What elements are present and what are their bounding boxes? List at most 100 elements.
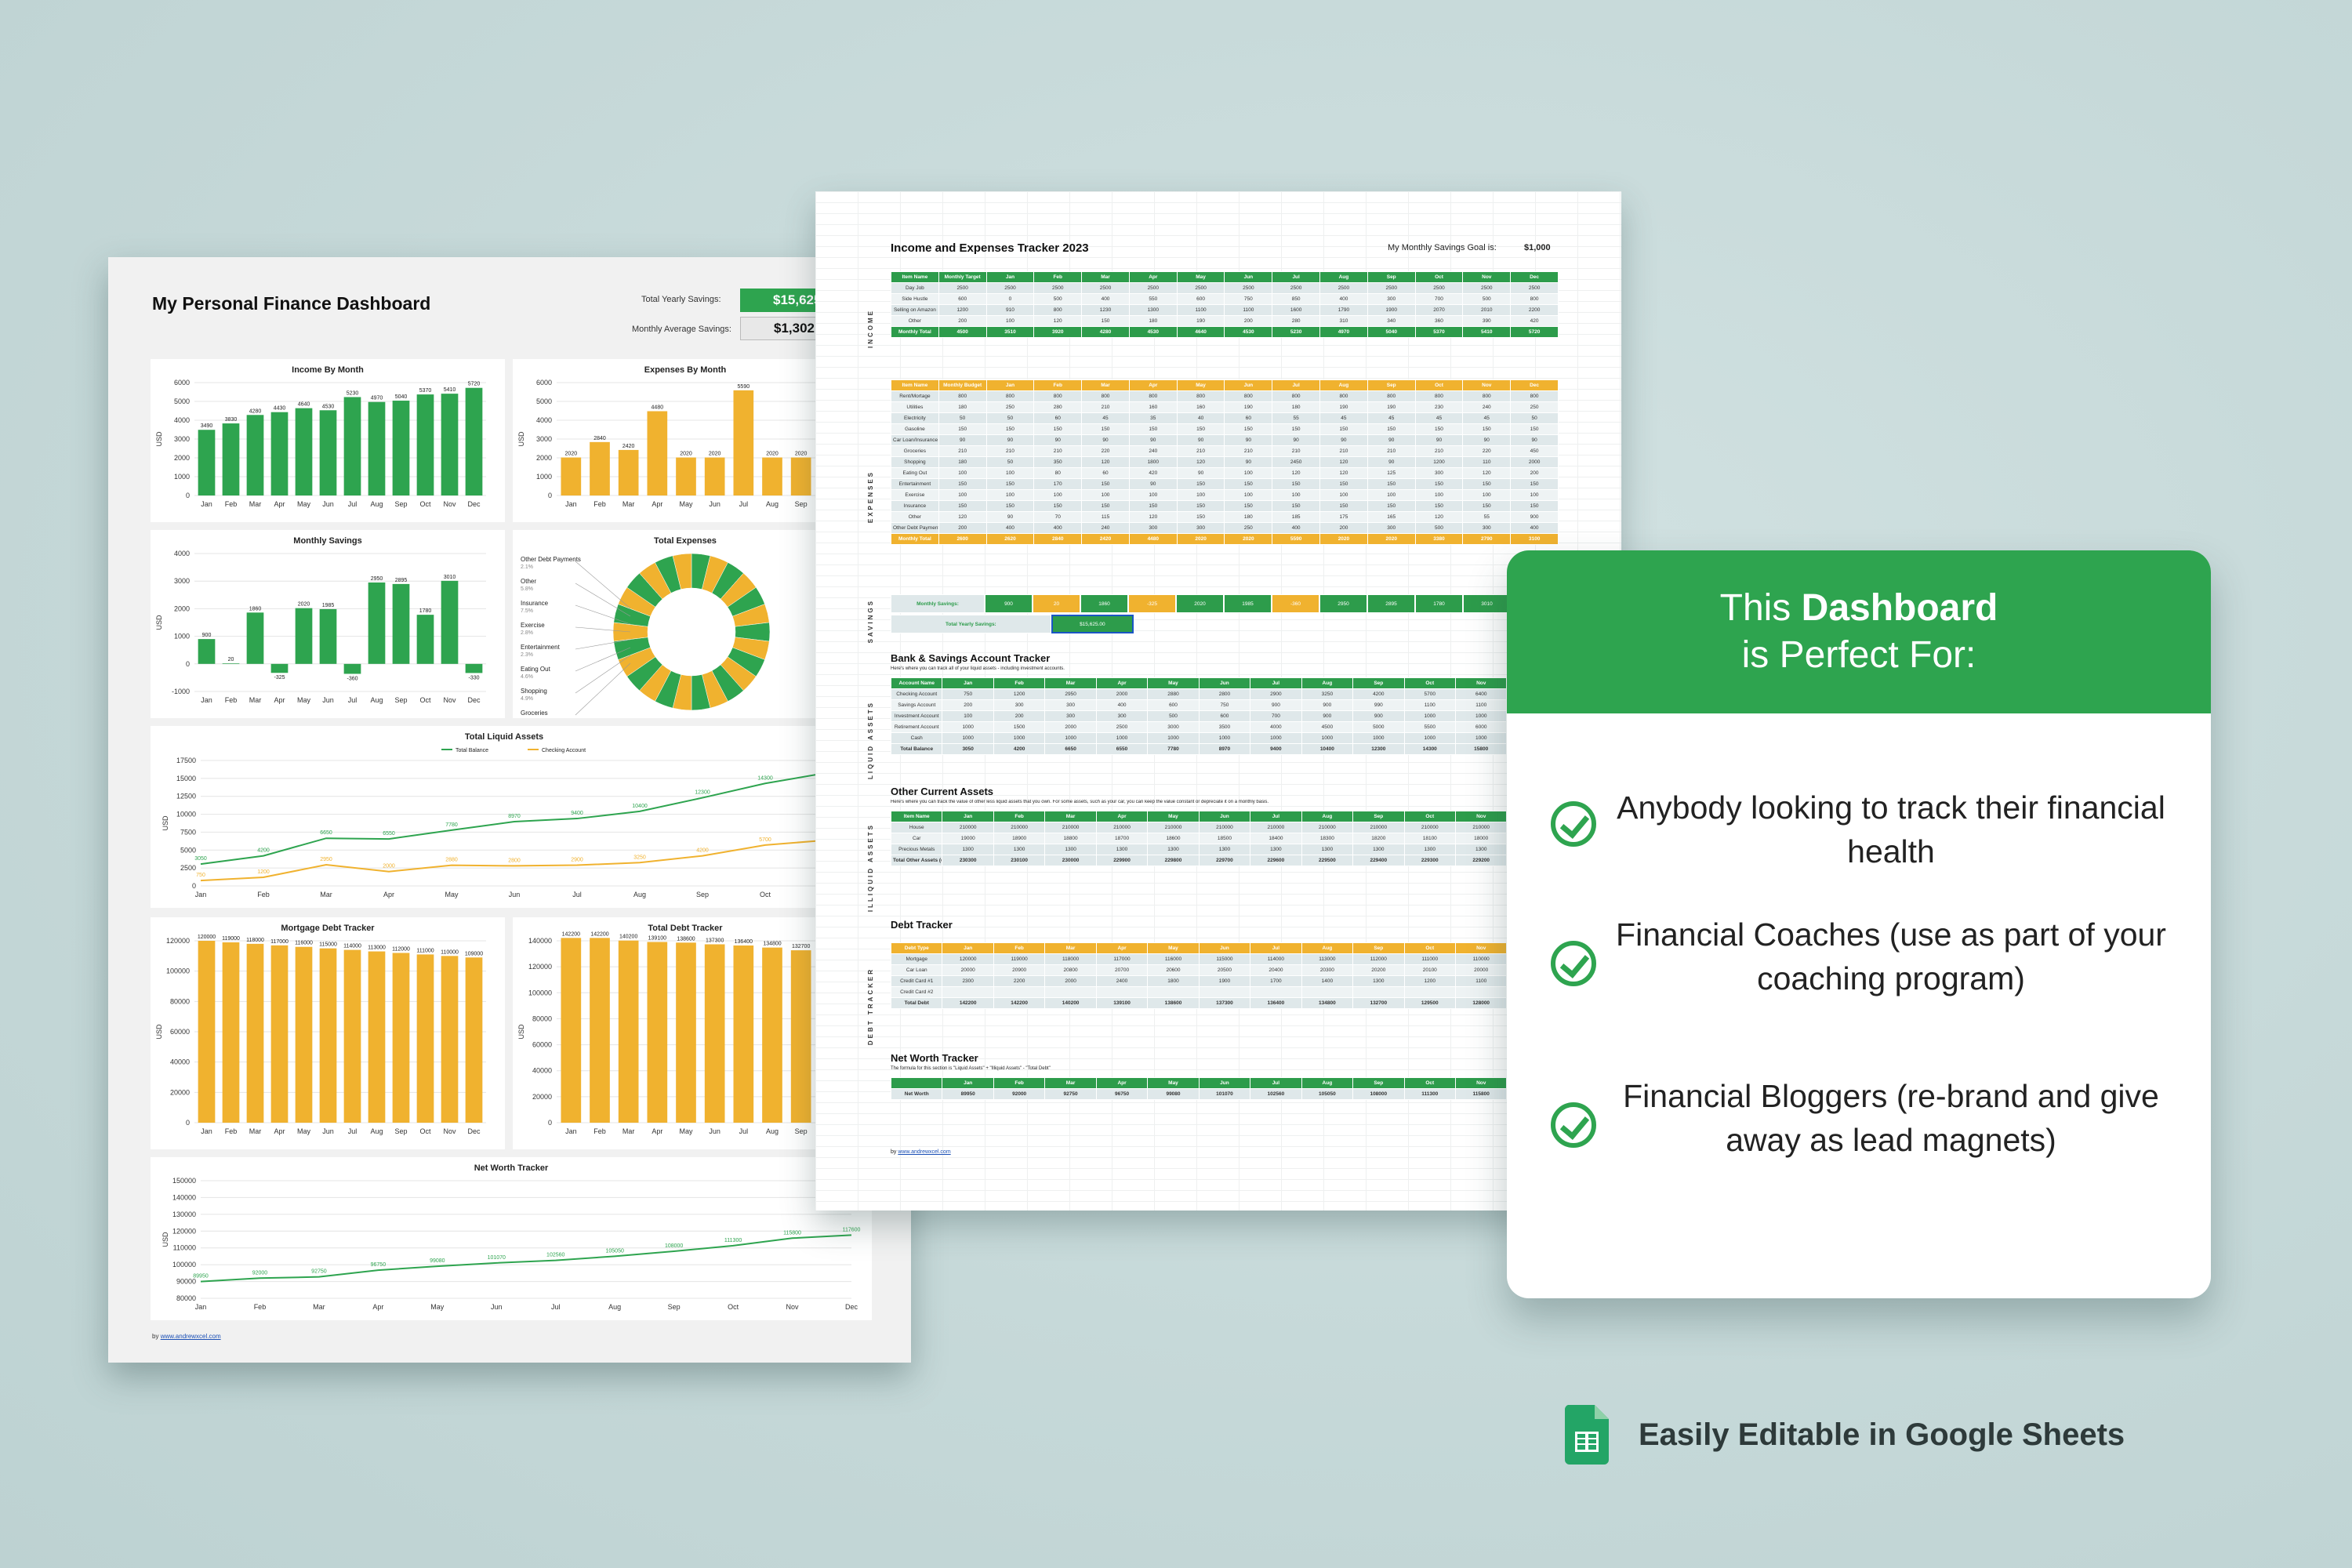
- table-cell[interactable]: Insurance: [891, 500, 939, 512]
- table-cell[interactable]: 2200: [1510, 304, 1559, 316]
- table-cell[interactable]: 100: [985, 315, 1035, 327]
- table-cell[interactable]: 20300: [1301, 964, 1354, 976]
- table-cell[interactable]: 4500: [1301, 721, 1354, 733]
- table-cell[interactable]: 240: [1462, 401, 1512, 413]
- table-cell[interactable]: 120: [1033, 315, 1083, 327]
- table-cell[interactable]: 20600: [1147, 964, 1200, 976]
- table-cell[interactable]: 150: [1414, 423, 1464, 435]
- monthly-savings-cell[interactable]: 2895: [1367, 594, 1415, 613]
- table-cell[interactable]: 900: [1301, 699, 1354, 711]
- table-cell[interactable]: 150: [1176, 478, 1225, 490]
- table-cell[interactable]: Jun: [1198, 677, 1251, 689]
- table-cell[interactable]: 119000: [993, 953, 1046, 965]
- table-cell[interactable]: 150: [1081, 478, 1130, 490]
- table-cell[interactable]: 2300: [942, 975, 994, 987]
- table-cell[interactable]: 210000: [1301, 822, 1354, 833]
- table-cell[interactable]: 750: [942, 688, 994, 700]
- table-cell[interactable]: 210000: [1147, 822, 1200, 833]
- table-cell[interactable]: Nov: [1454, 1077, 1508, 1089]
- table-cell[interactable]: 2500: [1414, 282, 1464, 294]
- table-cell[interactable]: 400: [1033, 522, 1083, 534]
- table-cell[interactable]: Jun: [1224, 379, 1273, 391]
- table-cell[interactable]: 20000: [942, 964, 994, 976]
- table-cell[interactable]: 105050: [1301, 1088, 1354, 1100]
- table-cell[interactable]: 160: [1128, 401, 1178, 413]
- table-cell[interactable]: Monthly Total: [891, 533, 939, 545]
- table-cell[interactable]: Mar: [1081, 379, 1130, 391]
- table-cell[interactable]: 1230: [1081, 304, 1130, 316]
- table-cell[interactable]: 180: [938, 401, 987, 413]
- credit-link[interactable]: www.andrewxcel.com: [160, 1333, 221, 1340]
- table-cell[interactable]: 2600: [938, 533, 987, 545]
- table-cell[interactable]: 400: [1272, 522, 1321, 534]
- table-cell[interactable]: 120000: [942, 953, 994, 965]
- table-cell[interactable]: 2020: [1176, 533, 1225, 545]
- table-cell[interactable]: 210: [1224, 445, 1273, 457]
- table-cell[interactable]: Apr: [1095, 1077, 1149, 1089]
- table-cell[interactable]: 1000: [993, 732, 1046, 744]
- table-cell[interactable]: 850: [1272, 293, 1321, 305]
- table-cell[interactable]: 137300: [1198, 997, 1251, 1009]
- table-cell[interactable]: Monthly Total: [891, 326, 939, 338]
- table-cell[interactable]: 20200: [1352, 964, 1405, 976]
- table-cell[interactable]: 229500: [1301, 855, 1354, 866]
- table-cell[interactable]: 230000: [1044, 855, 1097, 866]
- table-cell[interactable]: [1198, 986, 1251, 998]
- table-cell[interactable]: 300: [1462, 522, 1512, 534]
- table-cell[interactable]: 20800: [1044, 964, 1097, 976]
- table-cell[interactable]: 90: [1224, 434, 1273, 446]
- table-cell[interactable]: May: [1176, 271, 1225, 283]
- table-cell[interactable]: 100: [1414, 489, 1464, 501]
- table-cell[interactable]: Oct: [1403, 942, 1456, 954]
- table-cell[interactable]: 15800: [1454, 743, 1508, 755]
- table-cell[interactable]: [993, 986, 1046, 998]
- table-cell[interactable]: 150: [1081, 315, 1130, 327]
- table-cell[interactable]: 900: [1250, 699, 1302, 711]
- table-cell[interactable]: 1900: [1367, 304, 1416, 316]
- table-cell[interactable]: Other Debt Payments: [891, 522, 939, 534]
- table-cell[interactable]: 8970: [1198, 743, 1251, 755]
- table-cell[interactable]: 1300: [1147, 844, 1200, 855]
- table-cell[interactable]: 4000: [1250, 721, 1302, 733]
- table-cell[interactable]: 20900: [993, 964, 1046, 976]
- table-cell[interactable]: 3510: [985, 326, 1035, 338]
- table-cell[interactable]: 150: [1272, 423, 1321, 435]
- table-cell[interactable]: 90: [1367, 456, 1416, 468]
- table-cell[interactable]: 101070: [1198, 1088, 1251, 1100]
- table-cell[interactable]: 120: [1128, 511, 1178, 523]
- table-cell[interactable]: 100: [942, 710, 994, 722]
- table-cell[interactable]: [1301, 986, 1354, 998]
- table-cell[interactable]: Dec: [1510, 271, 1559, 283]
- table-cell[interactable]: 5410: [1462, 326, 1512, 338]
- table-cell[interactable]: 90: [1128, 434, 1178, 446]
- table-cell[interactable]: 4200: [1352, 688, 1405, 700]
- table-cell[interactable]: 2500: [1095, 721, 1149, 733]
- table-cell[interactable]: Sep: [1367, 271, 1416, 283]
- table-cell[interactable]: 3500: [1198, 721, 1251, 733]
- table-cell[interactable]: Sep: [1352, 677, 1405, 689]
- table-cell[interactable]: Entertainment: [891, 478, 939, 490]
- table-cell[interactable]: Investment Account: [890, 710, 943, 722]
- table-cell[interactable]: 300: [1414, 467, 1464, 479]
- table-cell[interactable]: 150: [1510, 478, 1559, 490]
- table-cell[interactable]: 150: [985, 500, 1035, 512]
- table-cell[interactable]: 100: [1081, 489, 1130, 501]
- table-cell[interactable]: 190: [1367, 401, 1416, 413]
- table-cell[interactable]: 2900: [1250, 688, 1302, 700]
- table-cell[interactable]: Total Debt: [890, 997, 943, 1009]
- table-cell[interactable]: 100: [938, 467, 987, 479]
- monthly-savings-cell[interactable]: 900: [985, 594, 1033, 613]
- table-cell[interactable]: 800: [985, 390, 1035, 402]
- table-cell[interactable]: 150: [1462, 478, 1512, 490]
- table-cell[interactable]: 90: [938, 434, 987, 446]
- table-cell[interactable]: Nov: [1454, 677, 1508, 689]
- monthly-savings-cell[interactable]: 1985: [1224, 594, 1272, 613]
- table-cell[interactable]: 6650: [1044, 743, 1097, 755]
- table-cell[interactable]: 5590: [1272, 533, 1321, 545]
- table-cell[interactable]: 117000: [1095, 953, 1149, 965]
- table-cell[interactable]: 2500: [1510, 282, 1559, 294]
- table-cell[interactable]: 150: [1272, 500, 1321, 512]
- table-cell[interactable]: 1100: [1224, 304, 1273, 316]
- table-cell[interactable]: Item Name: [890, 811, 943, 822]
- table-cell[interactable]: 111300: [1403, 1088, 1456, 1100]
